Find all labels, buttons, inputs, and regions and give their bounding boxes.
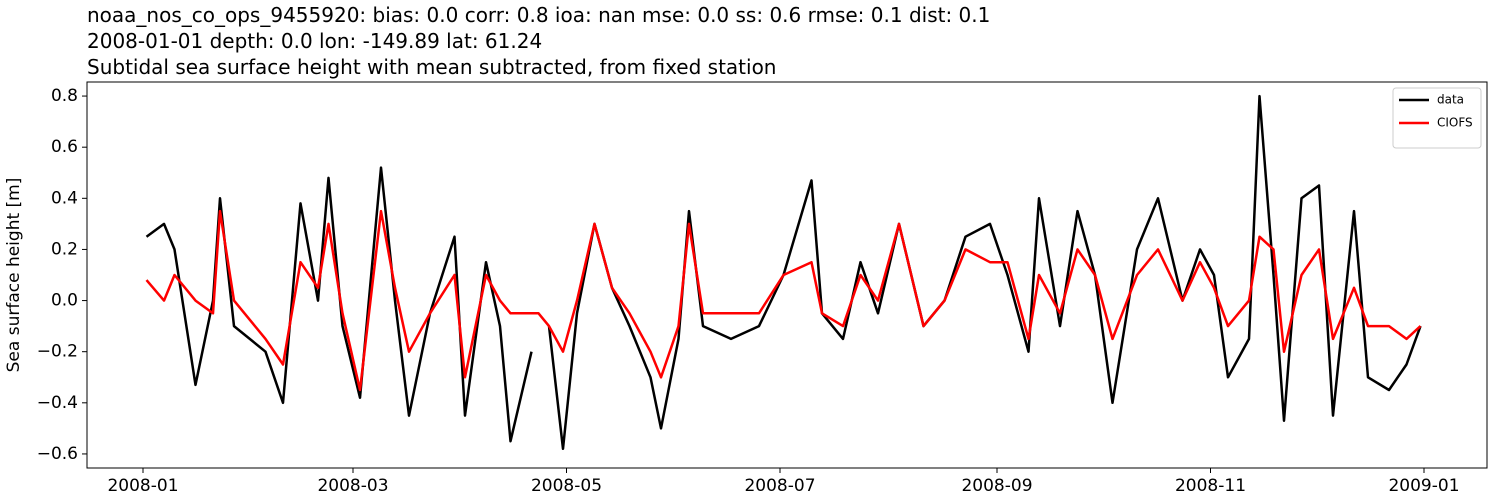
x-tick-label: 2008-11 [1175,476,1246,496]
legend-label: CIOFS [1437,116,1473,130]
chart-subtitle: Subtidal sea surface height with mean su… [87,55,776,79]
y-tick-label: 0.0 [51,291,78,311]
y-tick-label: −0.2 [37,342,78,362]
x-tick-label: 2009-01 [1388,476,1459,496]
y-tick-label: 0.2 [51,239,78,259]
series-line [145,94,1422,451]
y-axis-label: Sea surface height [m] [4,178,24,373]
y-tick-label: 0.8 [51,86,78,106]
y-tick-label: 0.6 [51,137,78,157]
x-tick-label: 2008-09 [961,476,1032,496]
x-tick-label: 2008-01 [107,476,178,496]
series-line [145,209,1422,392]
y-tick-label: −0.6 [37,444,78,464]
x-tick-label: 2008-05 [531,476,602,496]
legend-box [1392,87,1482,149]
x-tick-label: 2008-07 [744,476,815,496]
y-tick-label: −0.4 [37,393,78,413]
plot-frame [86,81,1488,469]
chart-title: noaa_nos_co_ops_9455920: bias: 0.0 corr:… [87,3,990,27]
x-tick-label: 2008-03 [317,476,388,496]
legend-label: data [1437,93,1464,107]
y-tick-label: 0.4 [51,188,78,208]
chart-subtitle: 2008-01-01 depth: 0.0 lon: -149.89 lat: … [87,29,542,53]
